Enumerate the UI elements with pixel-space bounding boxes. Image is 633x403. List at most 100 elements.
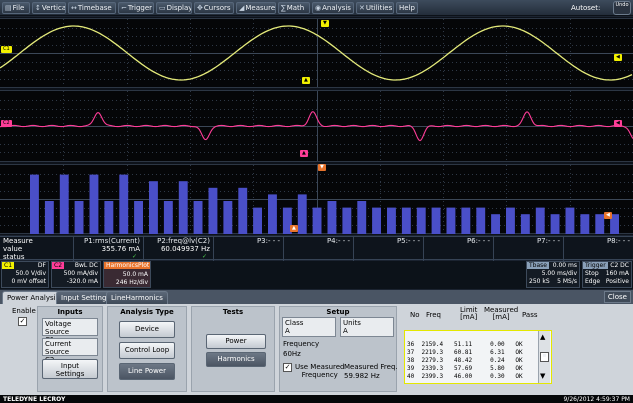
use-measured-frequency-checkbox[interactable]: ✓ — [283, 363, 292, 372]
measure-icon: ◢ — [239, 4, 245, 12]
tab-power-analysis[interactable]: Power Analysis — [2, 291, 65, 304]
harmonics-marker-top: ▼ — [318, 164, 326, 171]
use-measured-frequency-label: Use Measured Frequency — [295, 363, 345, 379]
utilities-icon: ✕ — [359, 4, 365, 12]
param-p3[interactable]: P3:- - - — [213, 237, 283, 261]
param-p4[interactable]: P4:- - - — [283, 237, 353, 261]
autoset-label[interactable]: Autoset: — [571, 4, 601, 12]
menu-timebase[interactable]: ↔Timebase — [68, 2, 116, 14]
c1-voltage-trace — [0, 25, 633, 81]
grid-c2[interactable] — [0, 90, 633, 162]
table-row[interactable]: 39 2339.3 57.69 5.80 OK — [407, 365, 523, 372]
param-p5[interactable]: P5:- - - — [353, 237, 423, 261]
dialog-tabs: Power Analysis Input Settings LineHarmon… — [0, 290, 633, 304]
harmonic-bar — [401, 207, 411, 234]
param-p6[interactable]: P6:- - - — [423, 237, 493, 261]
device-button[interactable]: Device — [119, 321, 175, 338]
table-row[interactable]: 37 2219.3 60.81 6.31 OK — [407, 349, 523, 356]
param-p1[interactable]: P1:rms(Current) 355.76 mA ✓ — [73, 237, 143, 261]
param-p8[interactable]: P8:- - - — [563, 237, 633, 261]
harmonic-bar — [416, 207, 426, 234]
measure-table: Measure value status P1:rms(Current) 355.… — [0, 236, 633, 261]
scope-display: C1 ▼ ▲ ◀ C2 ◀ ▲ ▼ ◀ ▲ — [0, 17, 633, 235]
measured-freq-value: 59.982 Hz — [344, 372, 380, 380]
check-icon: ✓ — [131, 253, 137, 260]
harmonic-bar — [506, 207, 515, 234]
col-no: No — [410, 311, 420, 319]
menu-trigger[interactable]: ⌐Trigger — [118, 2, 154, 14]
harmonic-bar — [357, 201, 367, 234]
menu-math[interactable]: ∑Math — [278, 2, 310, 14]
menu-help[interactable]: Help — [396, 2, 418, 14]
brand-logo: TELEDYNE LECROY — [3, 396, 66, 403]
input-settings-button[interactable]: Input Settings — [42, 359, 98, 379]
c1-marker-top: ▼ — [321, 20, 329, 27]
param-p2[interactable]: P2:freq@lv(C2) 60.049937 Hz ✓ — [143, 237, 213, 261]
harmonic-bar — [387, 207, 396, 234]
scroll-thumb[interactable]: ≡ — [540, 352, 549, 362]
class-field[interactable]: Class A — [282, 317, 336, 337]
menu-cursors[interactable]: ✥Cursors — [194, 2, 234, 14]
harmonic-bar — [610, 214, 619, 234]
harmonic-bar — [491, 214, 500, 234]
harmonic-bar — [282, 207, 292, 234]
status-bar — [0, 395, 633, 403]
menu-analysis[interactable]: ◉Analysis — [312, 2, 354, 14]
trigger-descriptor[interactable]: Trigger C2 DC Stop 160 mA Edge Positive — [582, 261, 632, 288]
c1-descriptor[interactable]: C1 DF 50.0 V/div 0 mV offset — [1, 261, 49, 288]
timebase-descriptor[interactable]: Tbase 0.00 ms 5.00 ms/div 250 kS 5 MS/s — [526, 261, 580, 288]
scroll-up-icon[interactable]: ▲ — [540, 333, 546, 341]
power-test-button[interactable]: Power — [206, 334, 266, 349]
measure-status-header: status — [3, 253, 25, 261]
harmonics-table[interactable]: 36 2159.4 51.11 0.00 OK 37 2219.3 60.81 … — [404, 330, 552, 384]
table-scrollbar[interactable]: ▲ ≡ ▼ — [538, 331, 550, 383]
scroll-down-icon[interactable]: ▼ — [540, 372, 546, 380]
col-measured: Measured [mA] — [484, 306, 519, 321]
trigger-icon: ⌐ — [121, 4, 127, 12]
table-row[interactable]: 40 2399.3 46.00 0.30 OK — [407, 373, 523, 380]
harmonic-bar — [431, 207, 441, 234]
harmonic-bar — [268, 194, 277, 234]
tab-line-harmonics[interactable]: LineHarmonics — [106, 291, 168, 304]
undo-button[interactable]: Undo — [613, 1, 631, 15]
table-row[interactable]: 36 2159.4 51.11 0.00 OK — [407, 341, 523, 348]
menu-measure[interactable]: ◢Measure — [236, 2, 276, 14]
menu-file[interactable]: ▤File — [2, 2, 30, 14]
param-p7[interactable]: P7:- - - — [493, 237, 563, 261]
channel-descriptor-row: C1 DF 50.0 V/div 0 mV offset C2 BwL DC 5… — [0, 261, 633, 289]
menu-utilities[interactable]: ✕Utilities — [356, 2, 394, 14]
frequency-label: Frequency — [283, 340, 320, 348]
c1-right-marker: ◀ — [614, 54, 622, 61]
harmonic-bar — [89, 174, 99, 234]
units-field[interactable]: Units A — [340, 317, 394, 337]
enable-checkbox[interactable]: ✓ — [18, 317, 27, 326]
harmonic-bar — [178, 181, 188, 234]
grid-c1[interactable] — [0, 18, 633, 88]
table-row[interactable]: 38 2279.3 48.42 0.24 OK — [407, 357, 523, 364]
frequency-value[interactable]: 60Hz — [283, 350, 301, 358]
control-loop-button[interactable]: Control Loop — [119, 342, 175, 359]
harmonics-descriptor[interactable]: HarmonicsPlot 50.0 mA 246 Hz/div — [103, 261, 151, 288]
harmonic-bar — [208, 187, 218, 234]
voltage-source-field[interactable]: Voltage SourceC1 — [42, 318, 98, 344]
harmonic-bar — [223, 201, 233, 234]
c2-current-trace — [0, 111, 633, 142]
c1-waveform-path — [0, 25, 633, 81]
c2-right-marker: ◀ — [614, 120, 622, 127]
harmonic-bar — [119, 174, 129, 234]
menu-display[interactable]: ▭Display — [156, 2, 192, 14]
harmonic-bar — [446, 207, 456, 234]
harmonic-bar — [520, 214, 530, 234]
c2-descriptor[interactable]: C2 BwL DC 500 mA/div -320.0 mA — [51, 261, 101, 288]
harmonic-bar — [535, 207, 545, 234]
display-icon: ▭ — [159, 4, 166, 12]
measure-header: Measure — [3, 237, 33, 245]
col-freq: Freq — [426, 311, 441, 319]
harmonics-test-button[interactable]: Harmonics — [206, 352, 266, 367]
line-power-button[interactable]: Line Power — [119, 363, 175, 380]
check-icon: ✓ — [201, 253, 207, 260]
menu-vertical[interactable]: ↕Vertical — [32, 2, 66, 14]
close-button[interactable]: Close — [603, 291, 631, 303]
current-source-field[interactable]: Current SourceC2 — [42, 338, 98, 364]
harmonic-bar — [580, 214, 590, 234]
